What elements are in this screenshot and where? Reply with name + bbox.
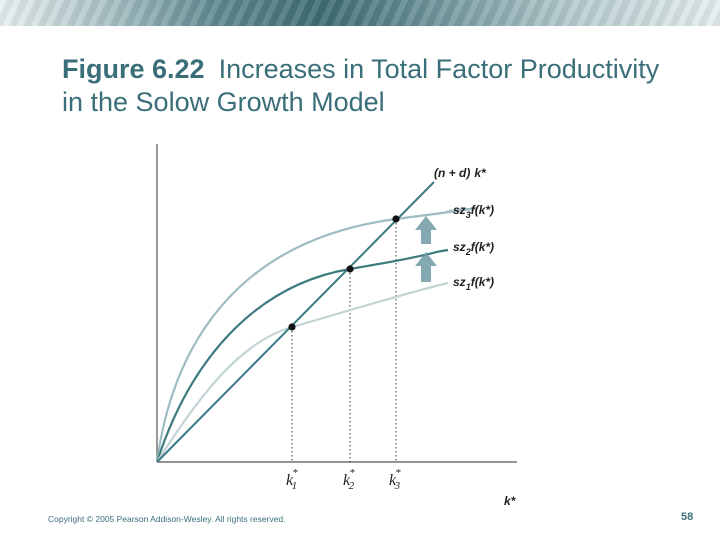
curve-sz2 <box>155 248 449 463</box>
header-banner <box>0 0 720 26</box>
k2-label: k* 2 <box>343 467 355 492</box>
page-title: Figure 6.22 Increases in Total Factor Pro… <box>62 53 662 119</box>
curve-label-sz3: sz3f(k*) <box>453 203 494 220</box>
curve-sz3 <box>155 207 478 463</box>
shift-arrow-lower <box>415 252 437 282</box>
curve-sz1 <box>156 281 449 463</box>
steady-state-point-3 <box>392 215 400 223</box>
k3-label: k* 3 <box>389 467 401 492</box>
curve-label-sz1: sz1f(k*) <box>453 275 494 292</box>
copyright-text: Copyright © 2005 Pearson Addison-Wesley.… <box>48 514 286 524</box>
steady-state-point-2 <box>346 265 354 273</box>
curve-label-sz2: sz2f(k*) <box>453 240 494 257</box>
page-number: 58 <box>681 511 694 523</box>
shift-arrow-upper <box>415 216 437 244</box>
figure-title: Increases in Total Factor Productivity i… <box>62 54 660 117</box>
investment-line-label: (n + d) k* <box>434 166 487 180</box>
k1-label: k* 1 <box>286 467 298 492</box>
investment-line <box>156 181 435 463</box>
figure-number: Figure 6.22 <box>62 54 205 84</box>
steady-state-point-1 <box>288 323 296 331</box>
x-axis-label: k* <box>504 494 517 508</box>
